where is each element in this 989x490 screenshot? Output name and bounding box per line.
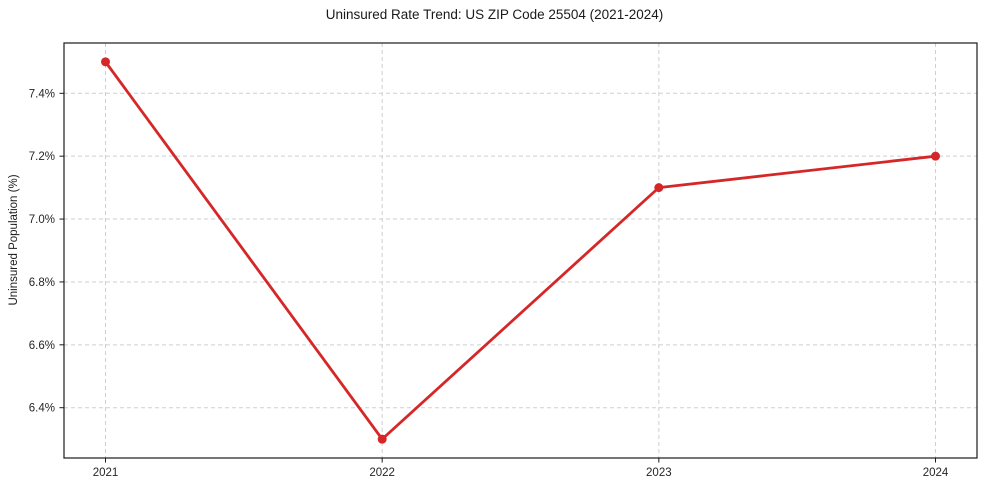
y-tick-label: 6.6% — [29, 340, 55, 352]
y-tick-label: 7.0% — [29, 214, 55, 226]
chart-title: Uninsured Rate Trend: US ZIP Code 25504 … — [325, 7, 664, 22]
plot-border — [63, 42, 978, 459]
x-tick-label: 2021 — [93, 467, 119, 479]
y-tick-label: 7.2% — [29, 151, 55, 163]
data-point — [101, 57, 110, 67]
x-tick-label: 2022 — [369, 467, 395, 479]
trend-line — [104, 60, 937, 441]
y-tick-label: 6.4% — [29, 403, 55, 415]
x-tick-label: 2023 — [646, 467, 672, 479]
data-point — [654, 183, 664, 193]
x-tick-label: 2024 — [923, 467, 949, 479]
data-point — [931, 151, 940, 161]
data-point — [377, 434, 387, 444]
y-tick-label: 6.8% — [29, 277, 55, 289]
y-tick-label: 7.4% — [29, 88, 55, 100]
